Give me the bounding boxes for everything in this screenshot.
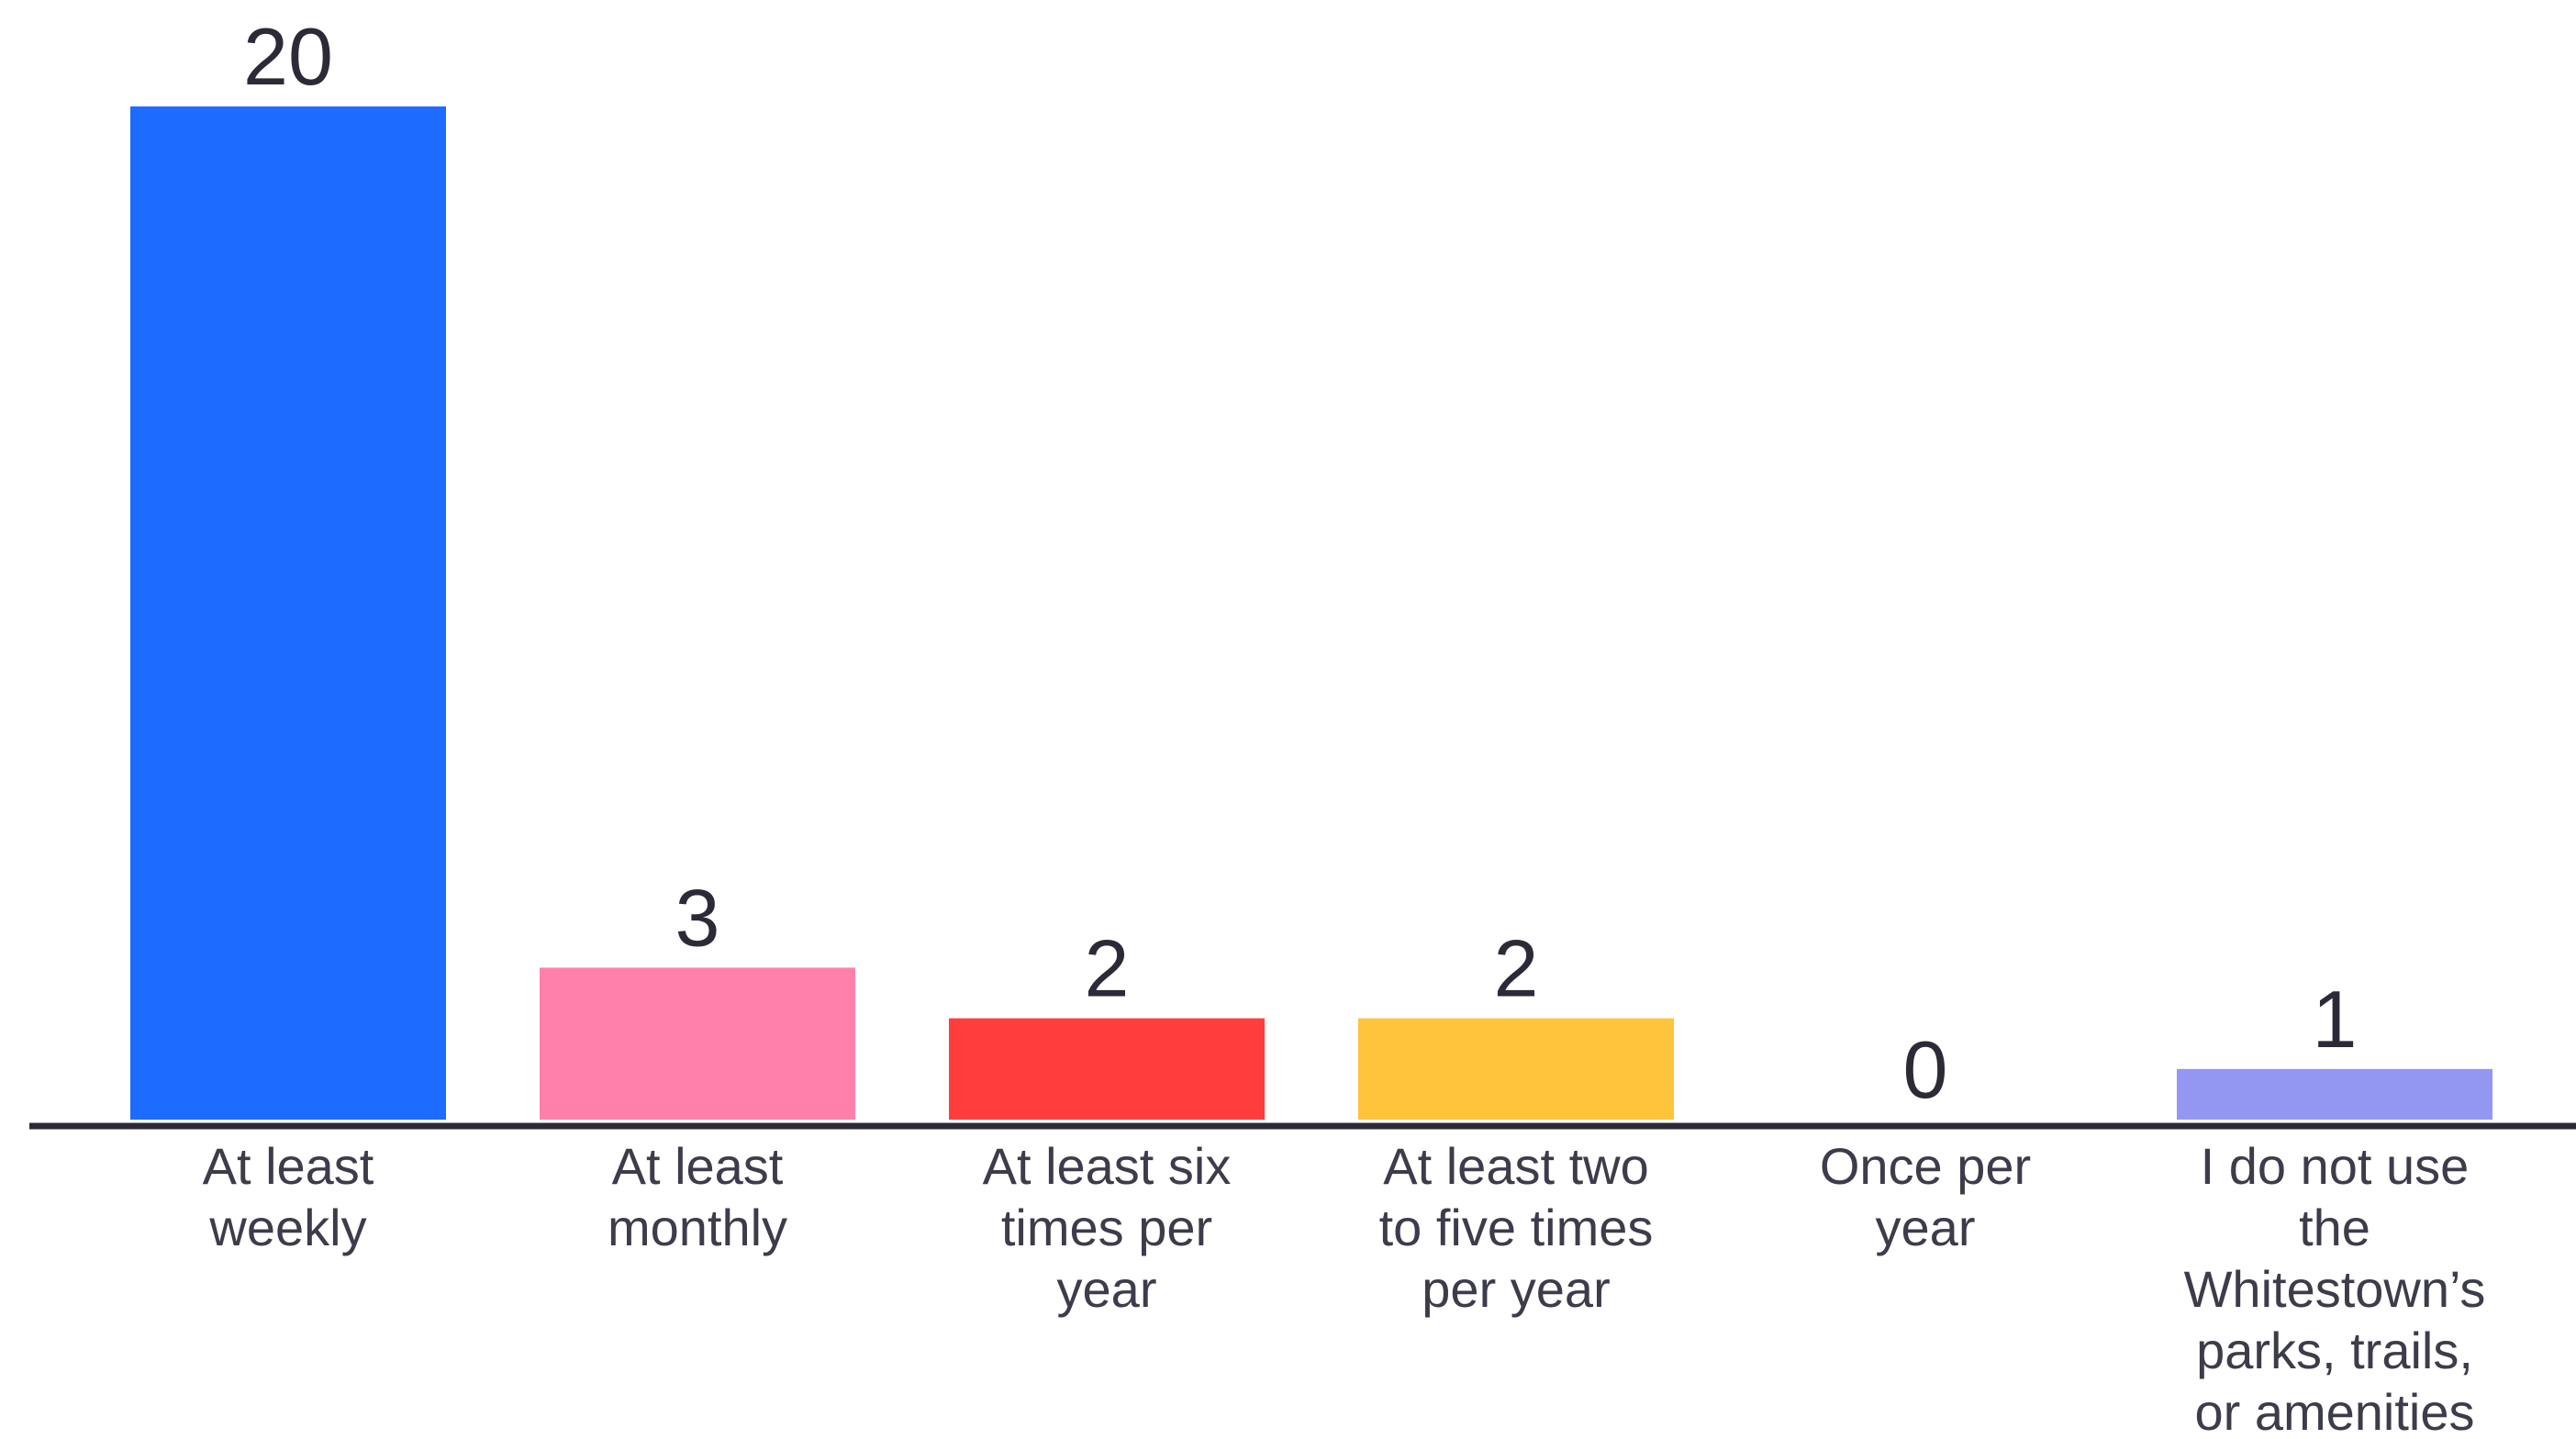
category-label-line: At least six (983, 1137, 1232, 1195)
category-label-line: At least two (1383, 1137, 1648, 1195)
category-label-line: Once per (1820, 1137, 2031, 1195)
bar-1 (540, 967, 855, 1120)
category-label-line: the (2299, 1199, 2370, 1256)
category-label-line: Whitestown’s (2184, 1260, 2486, 1318)
category-label-line: year (1876, 1199, 1976, 1256)
category-label-line: monthly (608, 1199, 787, 1256)
category-label-line: or amenities (2194, 1383, 2474, 1439)
value-label-4: 0 (1903, 1024, 1948, 1115)
bar-5 (2177, 1068, 2492, 1120)
category-label-line: times per (1001, 1199, 1212, 1256)
category-label-line: per year (1422, 1260, 1610, 1318)
value-label-1: 3 (675, 872, 720, 963)
category-label-line: At least (612, 1137, 784, 1195)
category-label-line: year (1057, 1260, 1157, 1318)
value-label-3: 2 (1494, 923, 1539, 1014)
bar-3 (1358, 1018, 1674, 1120)
category-label-line: to five times (1379, 1199, 1654, 1256)
value-label-0: 20 (243, 11, 333, 102)
bars-layer (130, 106, 2492, 1120)
category-label-line: weekly (208, 1199, 366, 1256)
bar-0 (130, 106, 446, 1120)
value-label-2: 2 (1085, 923, 1130, 1014)
bar-2 (949, 1018, 1265, 1120)
value-label-5: 1 (2313, 974, 2358, 1065)
category-label-line: I do not use (2201, 1137, 2470, 1195)
category-label-line: parks, trails, (2196, 1322, 2473, 1379)
category-label-line: At least (203, 1137, 374, 1195)
